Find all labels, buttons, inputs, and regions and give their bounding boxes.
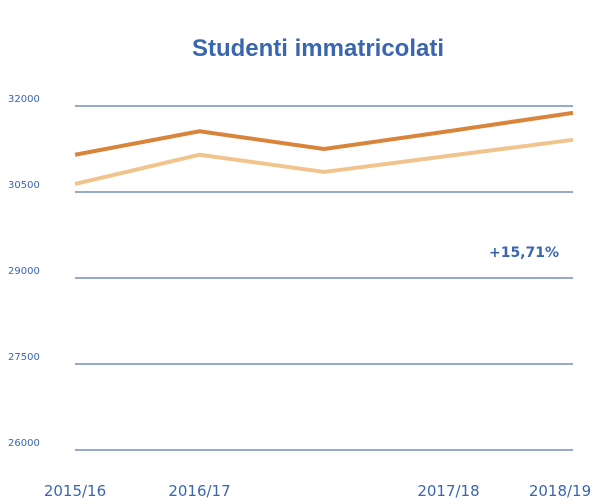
chart-title: Studenti immatricolati (192, 35, 444, 62)
y-tick-label: 29000 (8, 266, 40, 277)
y-tick-label: 26000 (8, 438, 40, 449)
x-tick-label: 2016/17 (168, 482, 230, 500)
x-tick-label: 2017/18 (417, 482, 479, 500)
annotation: +15,71% (489, 245, 559, 261)
y-tick-label: 30500 (8, 180, 40, 191)
x-tick-label: 2015/16 (44, 482, 106, 500)
series-line (74, 110, 574, 157)
y-tick-label: 32000 (8, 94, 40, 105)
series-line (74, 137, 574, 186)
y-tick-label: 27500 (8, 352, 40, 363)
x-tick-label: 2018/19 (529, 482, 591, 500)
